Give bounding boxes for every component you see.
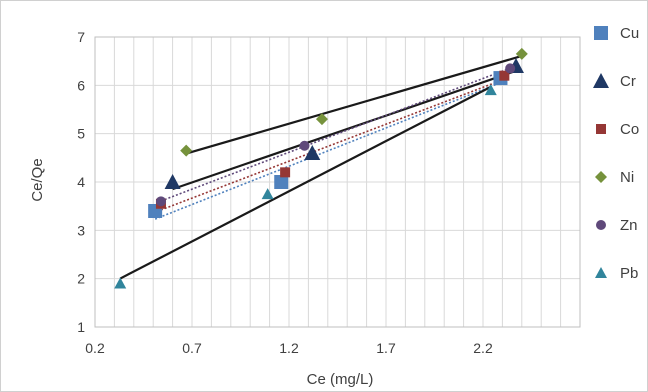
trendline-pb <box>119 85 492 280</box>
point-cu <box>274 175 289 189</box>
point-pb <box>261 188 274 200</box>
y-tick-label: 1 <box>77 319 85 335</box>
point-cr <box>304 145 321 160</box>
x-axis-title: Ce (mg/L) <box>307 371 374 388</box>
trendline-ni <box>185 54 523 155</box>
legend-label-co: Co <box>620 121 639 138</box>
trendline-cr <box>172 69 517 191</box>
legend-label-pb: Pb <box>620 265 638 282</box>
x-tick-label: 1.7 <box>376 340 396 356</box>
point-zn <box>299 140 310 151</box>
legend-label-cr: Cr <box>620 73 636 90</box>
legend-label-ni: Ni <box>620 169 634 186</box>
x-tick-label: 0.7 <box>182 340 202 356</box>
x-tick-label: 2.2 <box>473 340 493 356</box>
point-zn <box>155 196 166 207</box>
trendline-co <box>160 78 505 211</box>
point-co <box>499 70 510 81</box>
y-tick-label: 4 <box>77 174 85 190</box>
grid <box>94 36 581 328</box>
plot-area-border <box>94 36 581 328</box>
trendline-zn <box>160 67 511 202</box>
x-tick-label: 0.2 <box>85 340 105 356</box>
legend-label-cu: Cu <box>620 25 639 42</box>
point-zn <box>505 63 516 74</box>
y-tick-label: 5 <box>77 126 85 142</box>
point-co <box>280 167 291 178</box>
legend-marker-zn <box>596 220 606 230</box>
point-pb <box>484 84 497 96</box>
point-ni <box>315 113 328 126</box>
legend-label-zn: Zn <box>620 217 638 234</box>
y-tick-label: 3 <box>77 222 85 238</box>
y-axis-title: Ce/Qe <box>29 158 46 201</box>
point-ni <box>515 47 528 60</box>
legend-marker-ni <box>595 171 607 183</box>
y-tick-labels: 1 2 3 4 5 6 7 <box>77 29 85 335</box>
legend-marker-cu <box>594 26 608 40</box>
point-pb <box>114 277 127 289</box>
y-tick-label: 2 <box>77 271 85 287</box>
legend-marker-cr <box>593 73 609 88</box>
y-tick-label: 7 <box>77 29 85 45</box>
trendline-cu <box>154 81 501 220</box>
x-tick-labels: 0.2 0.7 1.2 1.7 2.2 <box>85 340 493 356</box>
data-points <box>114 47 528 289</box>
point-cr <box>164 174 181 189</box>
point-ni <box>180 144 193 157</box>
legend-marker-co <box>596 124 606 134</box>
y-tick-label: 6 <box>77 77 85 93</box>
legend-marker-pb <box>595 267 607 278</box>
trendlines <box>119 54 523 280</box>
x-tick-label: 1.2 <box>279 340 299 356</box>
legend: Cu Cr Co Ni Zn Pb <box>593 25 639 282</box>
